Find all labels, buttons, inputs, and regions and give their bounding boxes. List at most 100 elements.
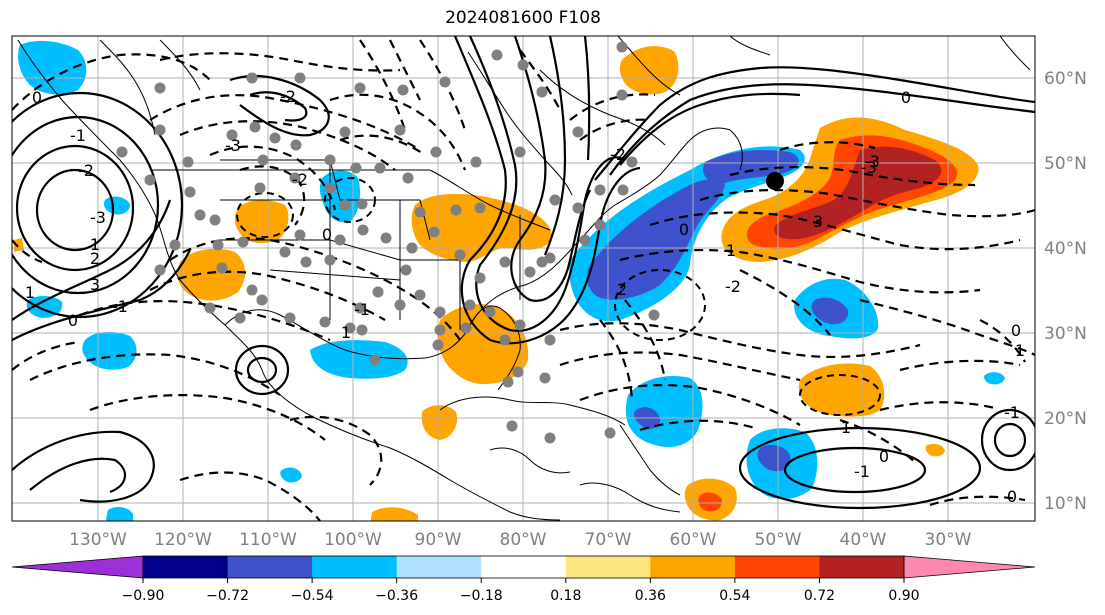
longitude-label: 120°W: [154, 530, 212, 550]
station-dot: [154, 124, 166, 136]
contour-label: 0: [68, 311, 78, 330]
station-dot: [536, 86, 548, 98]
station-dot: [544, 334, 556, 346]
station-dot: [460, 322, 472, 334]
station-dot: [572, 126, 584, 138]
station-dot: [579, 234, 591, 246]
colorbar-bin: [312, 556, 398, 578]
positive-anomaly-greenland: [619, 46, 679, 95]
station-dot: [290, 139, 302, 151]
contour-label: 0: [1011, 321, 1021, 340]
station-dot: [432, 339, 444, 351]
longitude-label: 80°W: [500, 530, 547, 550]
colorbar-bin: [650, 556, 736, 578]
longitude-axis: 130°W 120°W 110°W 100°W 90°W 80°W 70°W 6…: [69, 530, 972, 550]
station-dot: [284, 312, 296, 324]
station-dot: [430, 146, 442, 158]
station-dot: [514, 319, 526, 331]
map-frame: [11, 35, 1036, 522]
station-dot: [354, 82, 366, 94]
station-dot: [394, 299, 406, 311]
station-dot: [356, 198, 368, 210]
station-dot: [279, 246, 291, 258]
latitude-label: 60°N: [1044, 69, 1087, 89]
colorbar-tick-label: 0.72: [804, 588, 835, 604]
station-dot: [324, 154, 336, 166]
station-dot: [514, 146, 526, 158]
station-dot: [116, 146, 128, 158]
station-dot: [414, 206, 426, 218]
station-dot: [344, 322, 356, 334]
station-dot: [182, 156, 194, 168]
station-dot: [380, 232, 392, 244]
station-dot: [400, 264, 412, 276]
station-dot: [539, 372, 551, 384]
station-dot: [549, 194, 561, 206]
colorbar-extend-high: [903, 555, 1036, 579]
contour-label: 0: [32, 88, 42, 107]
colorbar-tick-label: −0.36: [375, 588, 418, 604]
station-dot: [300, 256, 312, 268]
station-dot: [212, 239, 224, 251]
contour-label: 2: [90, 249, 100, 268]
station-dot: [246, 72, 258, 84]
contour-label: 0: [879, 447, 889, 466]
longitude-label: 60°W: [670, 530, 717, 550]
contour-label: -2: [292, 170, 308, 189]
latitude-label: 30°N: [1044, 324, 1087, 344]
station-dot: [450, 204, 462, 216]
station-dot: [350, 162, 362, 174]
contour-label: -2: [280, 87, 296, 106]
contour-label: -1: [1004, 403, 1020, 422]
colorbar-bin: [734, 556, 820, 578]
station-dot: [226, 129, 238, 141]
contour-labels: 0-1-2-3123-101-2-3-201-12-210-33-3-2010-…: [25, 87, 1025, 506]
contour-label: -3: [861, 158, 877, 177]
colorbar-tick-label: −0.54: [291, 588, 334, 604]
latitude-label: 10°N: [1044, 494, 1087, 514]
station-dot: [512, 366, 524, 378]
station-dot: [617, 184, 629, 196]
contour-label: -1: [112, 297, 128, 316]
contour-label: 0: [901, 88, 911, 107]
longitude-label: 40°W: [840, 530, 887, 550]
station-dot: [204, 302, 216, 314]
station-dot: [544, 432, 556, 444]
station-dot: [324, 254, 336, 266]
longitude-label: 50°W: [755, 530, 802, 550]
station-dot: [474, 202, 486, 214]
contour-label: 0: [679, 220, 689, 239]
cyclone-center-marker: [766, 172, 784, 190]
contour-label: 1: [25, 283, 35, 302]
contour-label: 1: [1015, 341, 1025, 360]
contour-label: 3: [90, 275, 100, 294]
colorbar-bin: [481, 556, 567, 578]
contour-label: -1: [354, 300, 370, 319]
contour-label: -1: [854, 462, 870, 481]
map-title: 2024081600 F108: [445, 8, 601, 28]
station-dot: [616, 41, 628, 53]
contour-label: -2: [610, 145, 626, 164]
positive-anomaly-max: [774, 146, 942, 240]
station-dot: [289, 172, 301, 184]
station-dot: [209, 214, 221, 226]
station-dot: [506, 420, 518, 432]
longitude-label: 100°W: [324, 530, 382, 550]
colorbar: −0.90 −0.72 −0.54 −0.36 −0.18 0.18 0.36 0.54 0.7…: [11, 555, 1036, 604]
station-dot: [524, 266, 536, 278]
station-dot: [626, 156, 638, 168]
longitude-label: 110°W: [239, 530, 297, 550]
contour-label: -3: [225, 136, 241, 155]
colorbar-tick-label: 0.54: [719, 588, 750, 604]
station-dot: [470, 156, 482, 168]
latitude-axis: 60°N 50°N 40°N 30°N 20°N 10°N: [1044, 69, 1087, 514]
contour-label: 3: [813, 212, 823, 231]
station-dot: [439, 76, 451, 88]
station-dot: [256, 294, 268, 306]
station-dot: [154, 82, 166, 94]
station-dot: [397, 84, 409, 96]
station-dot: [434, 324, 446, 336]
longitude-label: 70°W: [585, 530, 632, 550]
station-dot: [246, 284, 258, 296]
station-dot: [334, 234, 346, 246]
